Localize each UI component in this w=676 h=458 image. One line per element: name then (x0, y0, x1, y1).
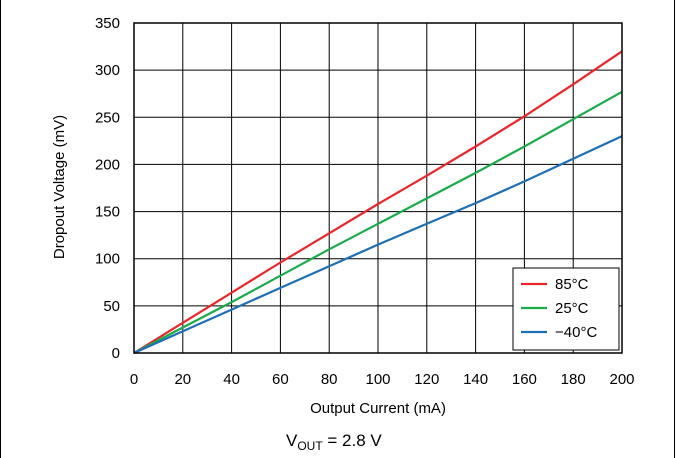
x-tick-label: 120 (414, 371, 439, 388)
x-tick-label: 180 (561, 371, 586, 388)
y-tick-label: 150 (95, 204, 120, 221)
y-tick-label: 100 (95, 251, 120, 268)
y-tick-label: 300 (95, 62, 120, 79)
legend-label: 25°C (555, 300, 589, 317)
caption-main: V (286, 431, 298, 450)
x-tick-label: 60 (272, 371, 289, 388)
caption-rest: = 2.8 V (323, 431, 383, 450)
legend-label: −40°C (555, 324, 597, 341)
y-tick-label: 50 (103, 298, 120, 315)
legend: 85°C 25°C −40°C (512, 267, 620, 351)
x-tick-label: 160 (512, 371, 537, 388)
y-tick-label: 0 (112, 345, 120, 362)
x-tick-label: 100 (365, 371, 390, 388)
y-axis-title: Dropout Voltage (mV) (51, 115, 68, 259)
x-tick-label: 200 (609, 371, 634, 388)
y-tick-labels: 0 50 100 150 200 250 300 350 (95, 15, 120, 362)
x-tick-label: 40 (223, 371, 240, 388)
x-axis-title: Output Current (mA) (310, 400, 446, 417)
y-tick-label: 250 (95, 109, 120, 126)
x-tick-label: 0 (130, 371, 138, 388)
x-tick-labels: 0 20 40 60 80 100 120 140 160 180 200 (130, 371, 635, 388)
caption: VOUT = 2.8 V (286, 431, 382, 453)
series-lines (133, 50, 623, 355)
legend-label: 85°C (555, 276, 589, 293)
x-tick-label: 80 (321, 371, 338, 388)
series-line-0 (133, 50, 623, 354)
caption-subscript: OUT (297, 439, 323, 453)
plot-border (133, 22, 623, 354)
x-tick-label: 20 (174, 371, 191, 388)
x-tick-label: 140 (463, 371, 488, 388)
y-tick-label: 200 (95, 156, 120, 173)
series-line-1 (133, 90, 623, 354)
series-line-2 (133, 135, 623, 355)
y-tick-label: 350 (95, 15, 120, 32)
